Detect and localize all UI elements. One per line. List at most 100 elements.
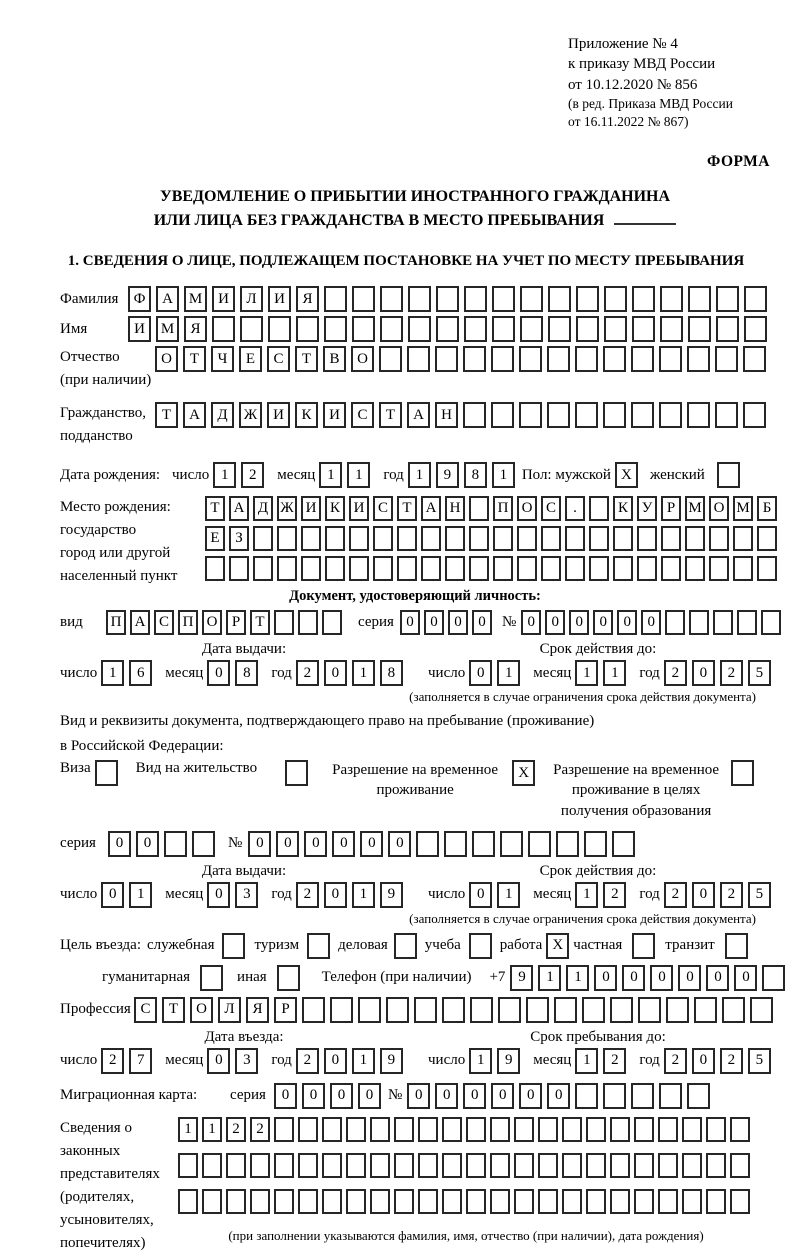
char-cell[interactable]	[538, 1116, 558, 1142]
char-cell[interactable]: 0	[357, 1082, 381, 1109]
char-cell[interactable]	[716, 286, 739, 313]
char-cell[interactable]	[586, 1188, 606, 1214]
char-cell[interactable]	[631, 402, 654, 429]
char-cell[interactable]: Т	[183, 346, 206, 373]
char-cell[interactable]	[538, 1188, 558, 1214]
char-cell[interactable]	[658, 1116, 678, 1142]
char-cell[interactable]: 1	[129, 881, 153, 908]
char-cell[interactable]	[562, 1188, 582, 1214]
char-cell[interactable]	[565, 556, 585, 582]
char-cell[interactable]: Т	[155, 402, 178, 429]
char-cell[interactable]	[612, 830, 636, 857]
char-cell[interactable]: Ж	[277, 496, 297, 522]
char-cell[interactable]	[576, 286, 599, 313]
char-cell[interactable]	[349, 526, 369, 552]
char-cell[interactable]: А	[130, 610, 150, 636]
char-cell[interactable]: 0	[323, 1047, 347, 1074]
char-cell[interactable]	[514, 1188, 534, 1214]
char-cell[interactable]	[277, 526, 297, 552]
char-cell[interactable]: 0	[101, 881, 125, 908]
char-cell[interactable]	[301, 526, 321, 552]
char-cell[interactable]	[491, 402, 514, 429]
char-cell[interactable]	[274, 1116, 294, 1142]
char-cell[interactable]: 0	[469, 660, 493, 687]
char-cell[interactable]: З	[229, 526, 249, 552]
char-cell[interactable]: 2	[250, 1116, 270, 1142]
char-cell[interactable]	[394, 1116, 414, 1142]
char-cell[interactable]	[709, 556, 729, 582]
char-cell[interactable]	[634, 1116, 654, 1142]
char-cell[interactable]	[514, 1116, 534, 1142]
char-cell[interactable]	[562, 1152, 582, 1178]
char-cell[interactable]	[556, 830, 580, 857]
char-cell[interactable]	[589, 526, 609, 552]
char-cell[interactable]	[520, 286, 543, 313]
char-cell[interactable]	[298, 1152, 318, 1178]
char-cell[interactable]	[250, 1152, 270, 1178]
char-cell[interactable]	[631, 346, 654, 373]
char-cell[interactable]: А	[156, 286, 179, 313]
char-cell[interactable]: П	[178, 610, 198, 636]
char-cell[interactable]: И	[268, 286, 291, 313]
char-cell[interactable]: 1	[319, 462, 343, 489]
char-cell[interactable]	[274, 610, 294, 636]
char-cell[interactable]	[565, 526, 585, 552]
char-cell[interactable]	[757, 526, 777, 552]
char-cell[interactable]	[492, 316, 515, 343]
char-cell[interactable]	[685, 526, 705, 552]
char-cell[interactable]: 1	[351, 881, 375, 908]
char-cell[interactable]	[325, 526, 345, 552]
char-cell[interactable]: 0	[273, 1082, 297, 1109]
char-cell[interactable]: 0	[641, 610, 662, 636]
char-cell[interactable]	[520, 316, 543, 343]
char-cell[interactable]	[250, 1188, 270, 1214]
char-cell[interactable]	[722, 996, 745, 1023]
char-cell[interactable]	[713, 610, 734, 636]
char-cell[interactable]: 1	[213, 462, 237, 489]
char-cell[interactable]	[737, 610, 758, 636]
char-cell[interactable]: 0	[276, 830, 300, 857]
char-cell[interactable]	[490, 1152, 510, 1178]
char-cell[interactable]: О	[155, 346, 178, 373]
char-cell[interactable]	[274, 1188, 294, 1214]
char-cell[interactable]	[613, 526, 633, 552]
char-cell[interactable]	[491, 346, 514, 373]
char-cell[interactable]: 9	[379, 1047, 403, 1074]
char-cell[interactable]: И	[349, 496, 369, 522]
char-cell[interactable]	[528, 830, 552, 857]
char-cell[interactable]	[589, 496, 609, 522]
char-cell[interactable]: 1	[575, 1047, 599, 1074]
char-cell[interactable]: 0	[650, 964, 674, 991]
char-cell[interactable]: 1	[538, 964, 562, 991]
char-cell[interactable]	[638, 996, 661, 1023]
char-cell[interactable]	[687, 1082, 711, 1109]
char-cell[interactable]	[444, 830, 468, 857]
char-cell[interactable]: .	[565, 496, 585, 522]
char-cell[interactable]: Т	[379, 402, 402, 429]
char-cell[interactable]: С	[267, 346, 290, 373]
char-cell[interactable]	[632, 316, 655, 343]
female-checkbox[interactable]	[716, 462, 740, 489]
purpose-transit-checkbox[interactable]	[724, 932, 748, 959]
purpose-business-checkbox[interactable]	[393, 932, 417, 959]
char-cell[interactable]	[322, 610, 342, 636]
char-cell[interactable]: 0	[207, 881, 231, 908]
char-cell[interactable]	[493, 556, 513, 582]
char-cell[interactable]: 0	[706, 964, 730, 991]
char-cell[interactable]	[688, 316, 711, 343]
char-cell[interactable]	[490, 1116, 510, 1142]
char-cell[interactable]	[325, 556, 345, 582]
char-cell[interactable]: 0	[423, 610, 444, 636]
char-cell[interactable]	[492, 286, 515, 313]
char-cell[interactable]: 0	[593, 610, 614, 636]
char-cell[interactable]	[730, 1116, 750, 1142]
